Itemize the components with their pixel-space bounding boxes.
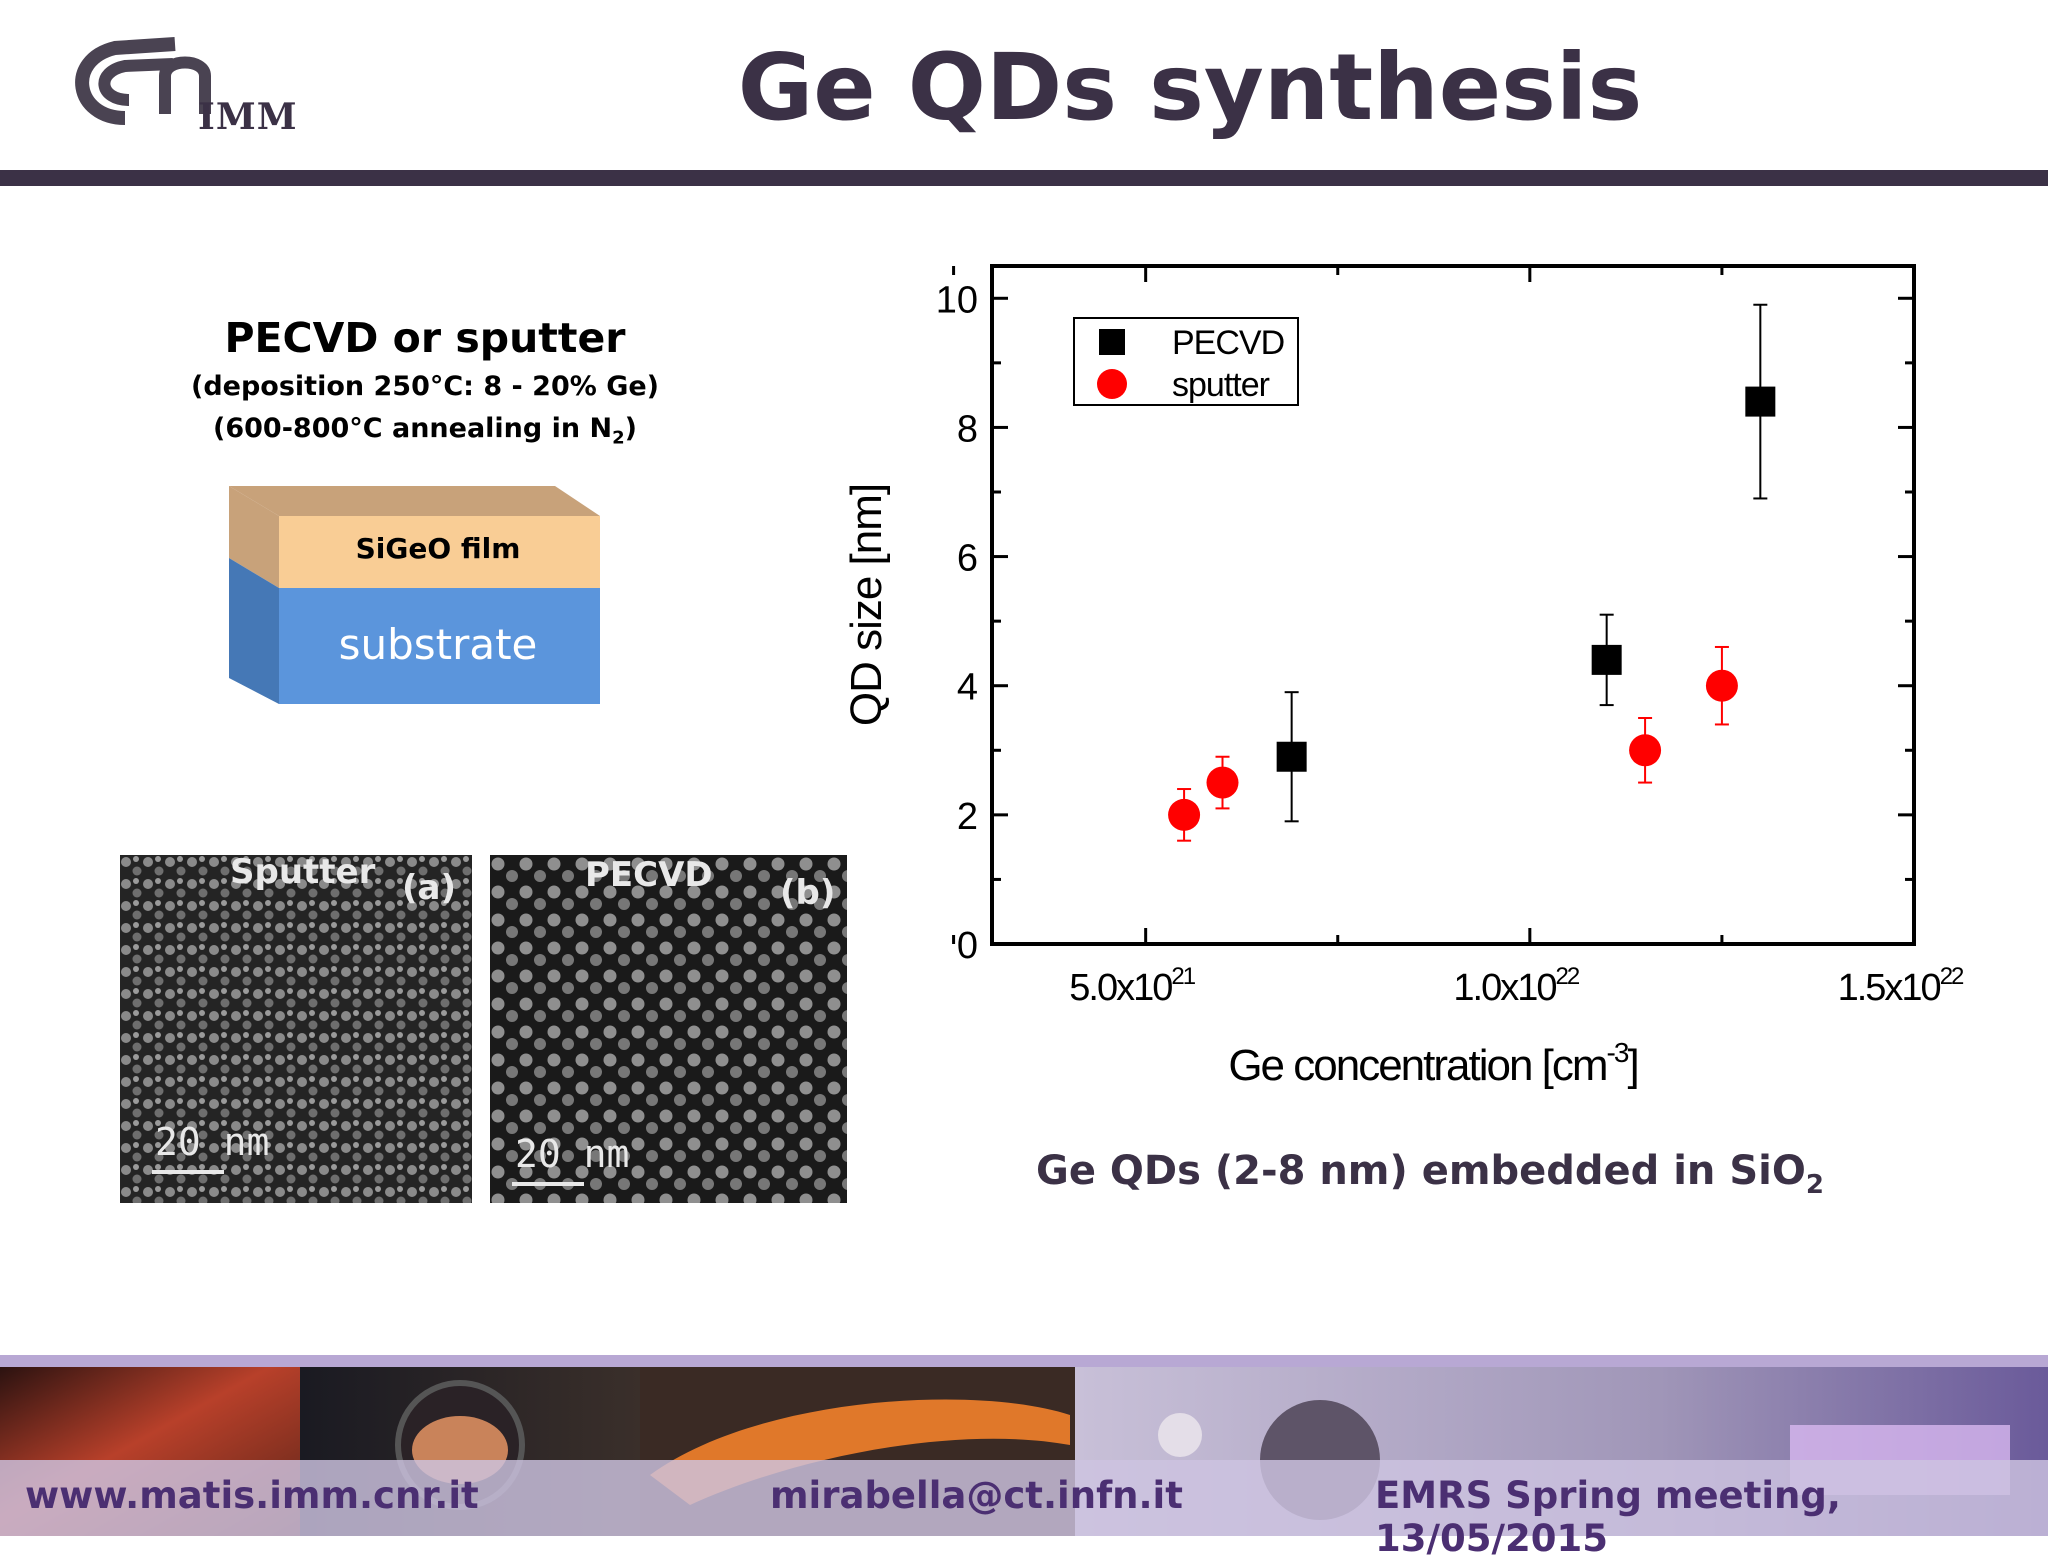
x-axis-label: Ge concentration [cm-3] bbox=[1228, 1037, 1637, 1090]
tem-scale-a: 20 nm bbox=[155, 1120, 270, 1164]
tem-tag-b: (b) bbox=[780, 873, 836, 913]
method-description: PECVD or sputter (deposition 250°C: 8 - … bbox=[100, 310, 750, 459]
x-tick-label: 1.5x1022 bbox=[1838, 963, 1964, 1009]
sputter-point bbox=[1206, 766, 1239, 799]
legend-swatch-pecvd bbox=[1099, 329, 1125, 355]
annealing-line: (600-800°C annealing in N2) bbox=[100, 408, 750, 459]
caption-subscript: 2 bbox=[1805, 1170, 1824, 1200]
method-heading: PECVD or sputter bbox=[224, 314, 626, 362]
cnr-logo-icon bbox=[75, 37, 211, 125]
pecvd-point bbox=[1591, 644, 1622, 675]
caption-text: Ge QDs (2-8 nm) embedded in SiO bbox=[1036, 1148, 1806, 1194]
film-top-face bbox=[229, 486, 600, 516]
legend-label: sputter bbox=[1172, 366, 1270, 404]
tem-texture-a bbox=[120, 855, 472, 1203]
footer-website-link[interactable]: www.matis.imm.cnr.it bbox=[25, 1474, 479, 1517]
footer-email-link[interactable]: mirabella@ct.infn.it bbox=[770, 1474, 1183, 1517]
tem-label-sputter: Sputter bbox=[230, 852, 376, 892]
annealing-text: (600-800°C annealing in N bbox=[213, 413, 613, 444]
y-tick-label: 10 bbox=[936, 279, 978, 321]
y-tick-label: 2 bbox=[957, 796, 978, 838]
pecvd-point bbox=[1276, 741, 1307, 772]
annealing-subscript: 2 bbox=[612, 427, 625, 449]
footer-bar bbox=[0, 1460, 2048, 1536]
chart-caption: Ge QDs (2-8 nm) embedded in SiO2 bbox=[900, 1148, 1960, 1200]
header-rule bbox=[0, 170, 2048, 186]
qd-size-chart: 0 2 4 6 8 10 5.0x1021 1.0x1022 1.5x1022 Ge concen… bbox=[842, 264, 1966, 1090]
deposition-line: (deposition 250°C: 8 - 20% Ge) bbox=[190, 371, 660, 402]
footer-event: EMRS Spring meeting, 13/05/2015 bbox=[1375, 1474, 1841, 1560]
page-title: Ge QDs synthesis bbox=[737, 34, 1643, 141]
tem-scale-bar-a bbox=[152, 1170, 224, 1174]
y-tick-label: 0 bbox=[957, 925, 978, 967]
y-tick-label: 6 bbox=[957, 538, 978, 580]
y-tick-label: 4 bbox=[957, 667, 978, 709]
sputter-point bbox=[1705, 669, 1738, 702]
y-tick-label: 8 bbox=[957, 408, 978, 450]
substrate-left-face bbox=[229, 558, 279, 704]
tem-texture-b bbox=[490, 855, 847, 1203]
tem-label-pecvd: PECVD bbox=[585, 855, 713, 895]
film-front-face bbox=[279, 516, 600, 588]
film-label: SiGeO film bbox=[355, 532, 521, 565]
legend-label: PECVD bbox=[1172, 324, 1284, 362]
pecvd-point bbox=[1745, 386, 1776, 417]
tem-tag-a: (a) bbox=[402, 868, 457, 908]
annealing-close: ) bbox=[624, 413, 637, 444]
substrate-front-face bbox=[279, 588, 600, 704]
tem-scale-bar-b bbox=[512, 1182, 584, 1186]
film-stack-diagram bbox=[229, 486, 600, 704]
x-tick-label: 1.0x1022 bbox=[1453, 963, 1579, 1009]
sputter-point bbox=[1168, 798, 1201, 831]
y-axis-label: QD size [nm] bbox=[842, 484, 891, 726]
tem-separator bbox=[472, 855, 490, 1203]
film-left-face bbox=[229, 486, 279, 588]
legend-swatch-sputter bbox=[1097, 369, 1127, 399]
tem-image-sputter bbox=[120, 855, 472, 1203]
substrate-label: substrate bbox=[338, 620, 538, 669]
logo-text: IMM bbox=[198, 96, 298, 138]
x-tick-label: 5.0x1021 bbox=[1069, 963, 1195, 1009]
tem-image-pecvd bbox=[490, 855, 847, 1203]
tem-scale-b: 20 nm bbox=[515, 1132, 630, 1176]
plot-frame bbox=[990, 264, 1916, 946]
sputter-point bbox=[1629, 734, 1662, 767]
